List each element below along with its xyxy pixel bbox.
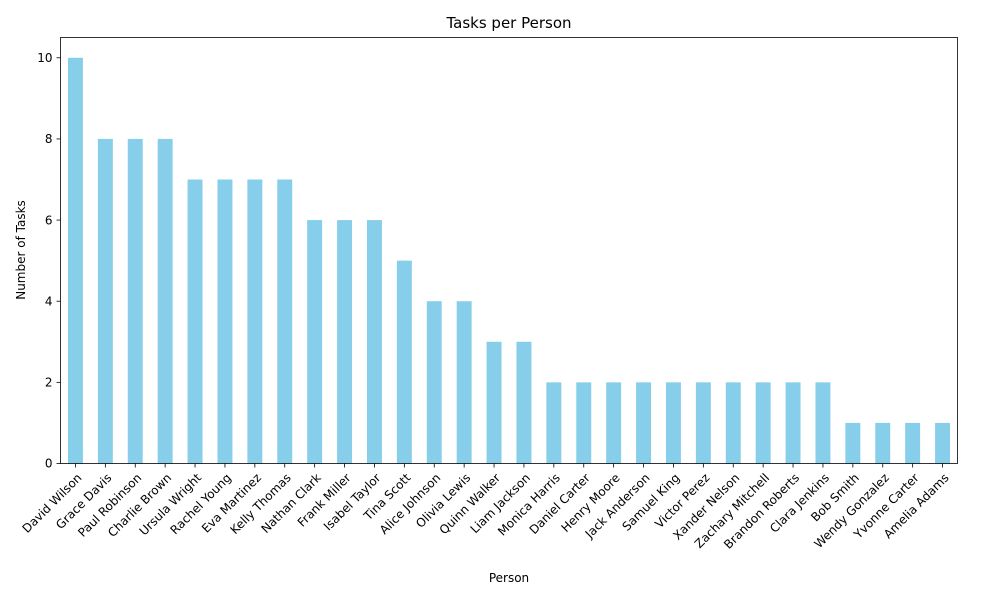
bar <box>337 220 353 464</box>
y-tick-label: 4 <box>45 294 53 308</box>
bar <box>366 220 382 464</box>
bar <box>157 138 173 464</box>
bar <box>217 179 233 464</box>
bar <box>636 382 652 464</box>
bar <box>426 301 442 464</box>
bar <box>845 422 861 464</box>
bar <box>456 301 472 464</box>
y-tick-label: 10 <box>37 51 52 65</box>
bar <box>576 382 592 464</box>
y-tick-label: 2 <box>45 376 53 390</box>
bar <box>187 179 203 464</box>
y-tick-label: 6 <box>45 213 53 227</box>
chart-title: Tasks per Person <box>445 14 571 32</box>
bar <box>785 382 801 464</box>
plot-frame <box>60 37 958 464</box>
bar <box>277 179 293 464</box>
bar <box>875 422 891 464</box>
bar <box>905 422 921 464</box>
bar <box>307 220 323 464</box>
bar <box>755 382 771 464</box>
bar <box>486 341 502 464</box>
bar <box>97 138 113 464</box>
bars-group <box>67 57 951 464</box>
x-axis-label: Person <box>489 571 529 585</box>
bar <box>935 422 951 464</box>
bar <box>665 382 681 464</box>
bar <box>606 382 622 464</box>
y-axis-label: Number of Tasks <box>14 200 28 300</box>
bar <box>725 382 741 464</box>
bar <box>815 382 831 464</box>
y-tick-label: 8 <box>45 132 53 146</box>
bar <box>546 382 562 464</box>
bar <box>127 138 143 464</box>
bar <box>396 260 412 464</box>
bar <box>695 382 711 464</box>
bar <box>247 179 263 464</box>
bar <box>67 57 83 464</box>
y-axis-ticks: 0 2 4 6 8 10 <box>37 51 61 471</box>
y-tick-label: 0 <box>45 457 53 471</box>
bar <box>516 341 532 464</box>
